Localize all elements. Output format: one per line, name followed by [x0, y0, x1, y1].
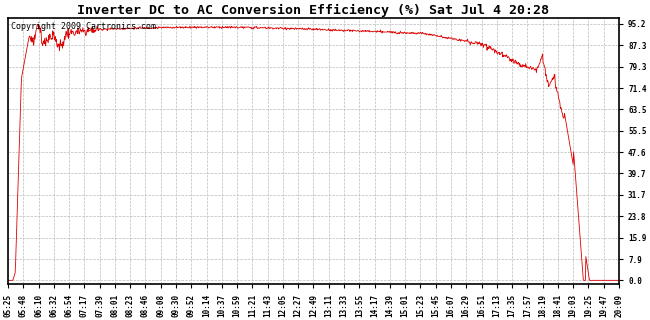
Title: Inverter DC to AC Conversion Efficiency (%) Sat Jul 4 20:28: Inverter DC to AC Conversion Efficiency …: [77, 4, 549, 17]
Text: Copyright 2009 Cartronics.com: Copyright 2009 Cartronics.com: [11, 22, 156, 31]
